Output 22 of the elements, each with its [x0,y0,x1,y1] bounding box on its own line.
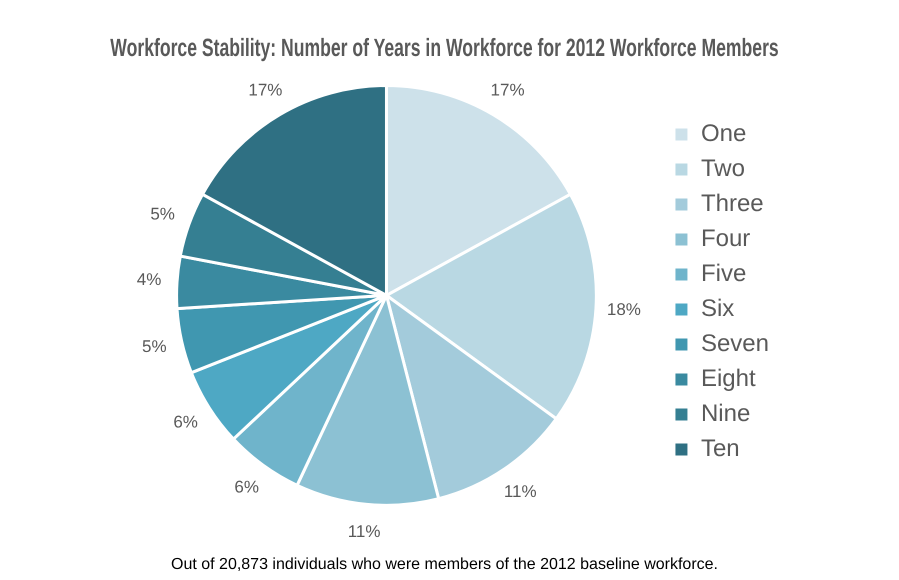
data-label: 18% [606,300,641,320]
text: Out of 20,873 individuals who were members of the 2012 baseline workforce. [171,556,718,573]
legend-label: One [700,120,746,148]
legend-label: Ten [700,435,740,462]
legend-label: Eight [700,365,756,392]
chart-title: Workforce Stability: Number of Years in Workforce for 2012 Workforce Members [110,32,779,62]
data-label: 11% [348,522,380,541]
data-label: 17% [490,80,525,100]
data-label: 17% [248,80,282,100]
data-label: 4% [136,270,162,290]
legend-label: Four [700,225,750,252]
legend-label: Six [700,295,734,322]
data-label: 5% [142,336,167,356]
data-label: 6% [173,412,198,432]
data-label: 6% [234,478,259,497]
legend-label: Nine [700,400,750,428]
data-label: 5% [150,204,175,224]
legend-label: Five [700,260,746,288]
legend-label: Seven [700,330,770,358]
legend-label: Two [700,155,745,182]
data-label: 11% [504,482,537,501]
legend-label: Three [700,190,764,218]
